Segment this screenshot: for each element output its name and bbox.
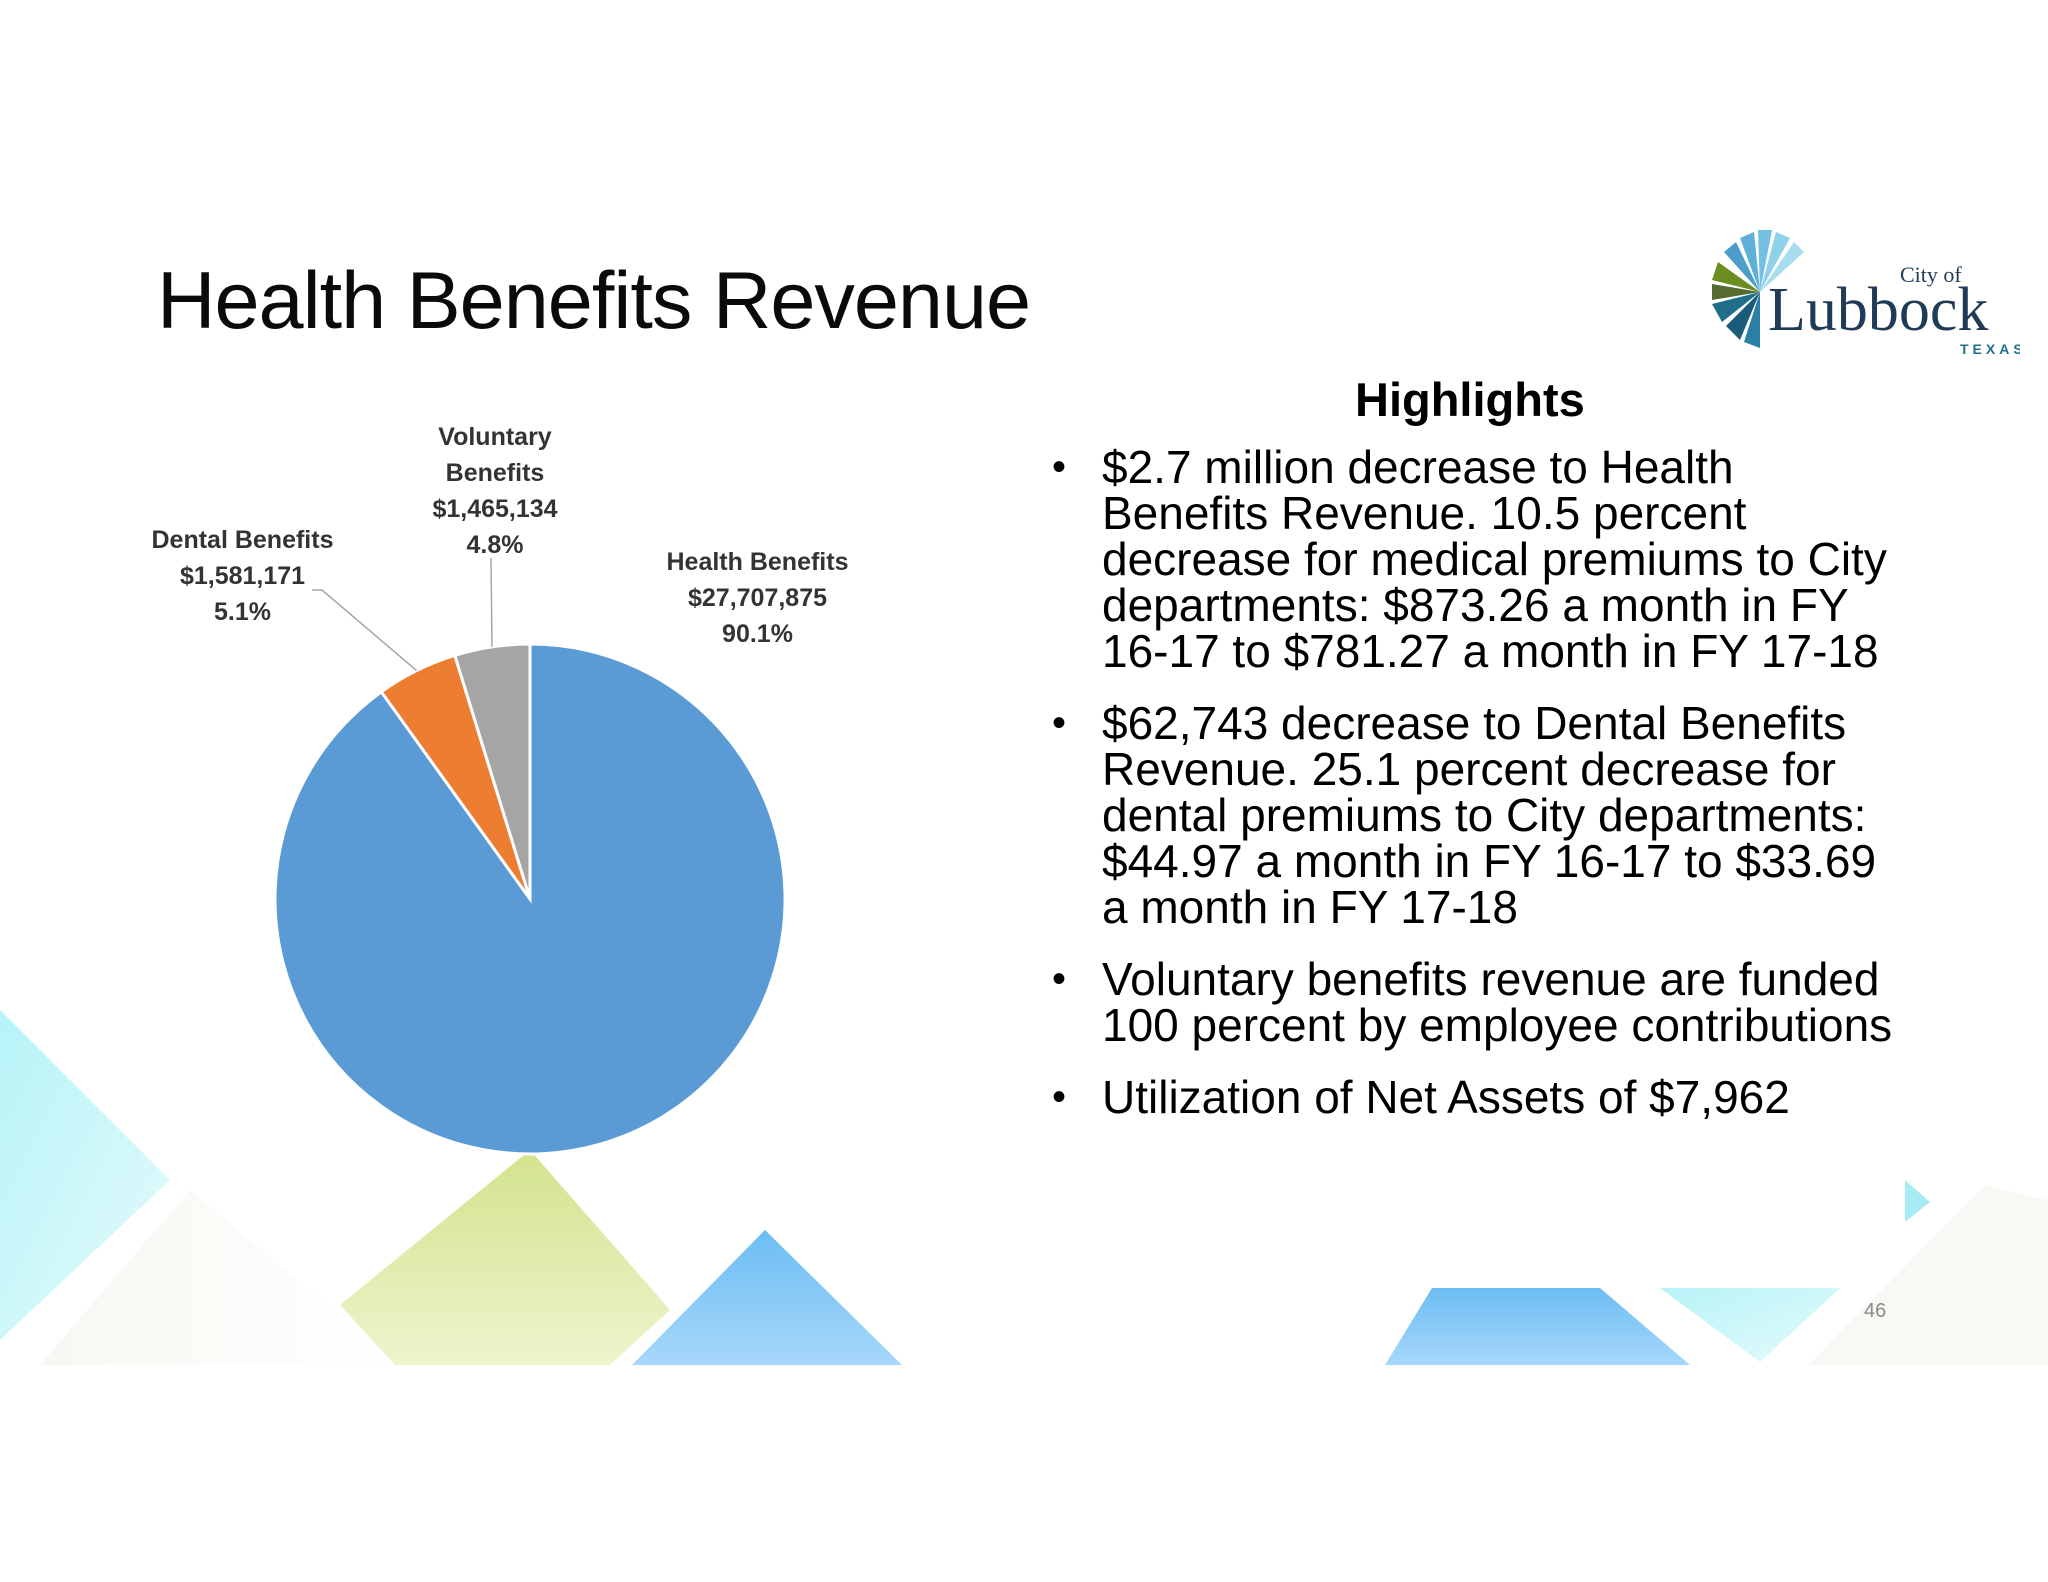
highlights-heading: Highlights: [1355, 373, 1585, 426]
trapezoid-shape: [1385, 1288, 1690, 1365]
highlight-item: • $2.7 million decrease to Health Benefit…: [1040, 444, 1900, 674]
city-of-lubbock-logo: City of Lubbock TEXAS: [1712, 230, 2020, 357]
slice-name: Dental Benefits: [151, 526, 334, 554]
bullet-icon: •: [1052, 957, 1067, 1001]
pie-label-voluntary-benefits: Voluntary Benefits $1,465,134 4.8%: [410, 419, 580, 563]
slice-name: Health Benefits: [666, 548, 849, 576]
pie-slice-voluntary-benefits: [452, 642, 532, 900]
triangle-shape: [0, 1010, 170, 1340]
leader-line: [490, 557, 493, 647]
bullet-icon: •: [1052, 1075, 1067, 1119]
triangle-shape: [632, 1230, 902, 1365]
slice-value: $27,707,875: [687, 584, 828, 612]
highlight-text: Utilization of Net Assets of $7,962: [1102, 1071, 1790, 1123]
bullet-icon: •: [1052, 701, 1067, 745]
pie-label-health-benefits: Health Benefits $27,707,875 90.1%: [650, 544, 865, 652]
highlight-text: $2.7 million decrease to Health Benefits…: [1102, 441, 1887, 677]
leader-line: [312, 589, 418, 672]
highlight-text: $62,743 decrease to Dental Benefits Reve…: [1102, 697, 1877, 933]
highlight-item: • $62,743 decrease to Dental Benefits Rev…: [1040, 700, 1900, 930]
triangle-shape: [1808, 1185, 2048, 1365]
triangle-shape: [1905, 1180, 1930, 1222]
logo-line2: Lubbock: [1768, 276, 1988, 344]
triangle-shape: [40, 1190, 400, 1365]
bullet-icon: •: [1052, 445, 1067, 489]
slice-value: $1,465,134: [432, 495, 558, 523]
highlight-item: • Utilization of Net Assets of $7,962: [1040, 1074, 1900, 1120]
slide-title: Health Benefits Revenue: [157, 256, 1031, 346]
pie-label-dental-benefits: Dental Benefits $1,581,171 5.1%: [130, 522, 355, 630]
highlight-text: Voluntary benefits revenue are funded 10…: [1102, 953, 1893, 1051]
slice-percent: 4.8%: [466, 531, 524, 559]
slice-value: $1,581,171: [179, 562, 306, 590]
page-number: 46: [1864, 1300, 1887, 1322]
slice-name: Voluntary Benefits: [438, 423, 552, 487]
logo-line1: City of: [1900, 262, 1962, 287]
highlight-item: • Voluntary benefits revenue are funded 1…: [1040, 956, 1900, 1048]
highlights-list: • $2.7 million decrease to Health Benefit…: [1040, 444, 1900, 1146]
slice-percent: 5.1%: [214, 598, 271, 626]
logo-line3: TEXAS: [1960, 341, 2020, 357]
sunburst-icon: [1712, 230, 1804, 348]
slice-percent: 90.1%: [722, 620, 793, 648]
diamond-shape: [340, 1150, 670, 1365]
triangle-shape: [1660, 1288, 1840, 1362]
